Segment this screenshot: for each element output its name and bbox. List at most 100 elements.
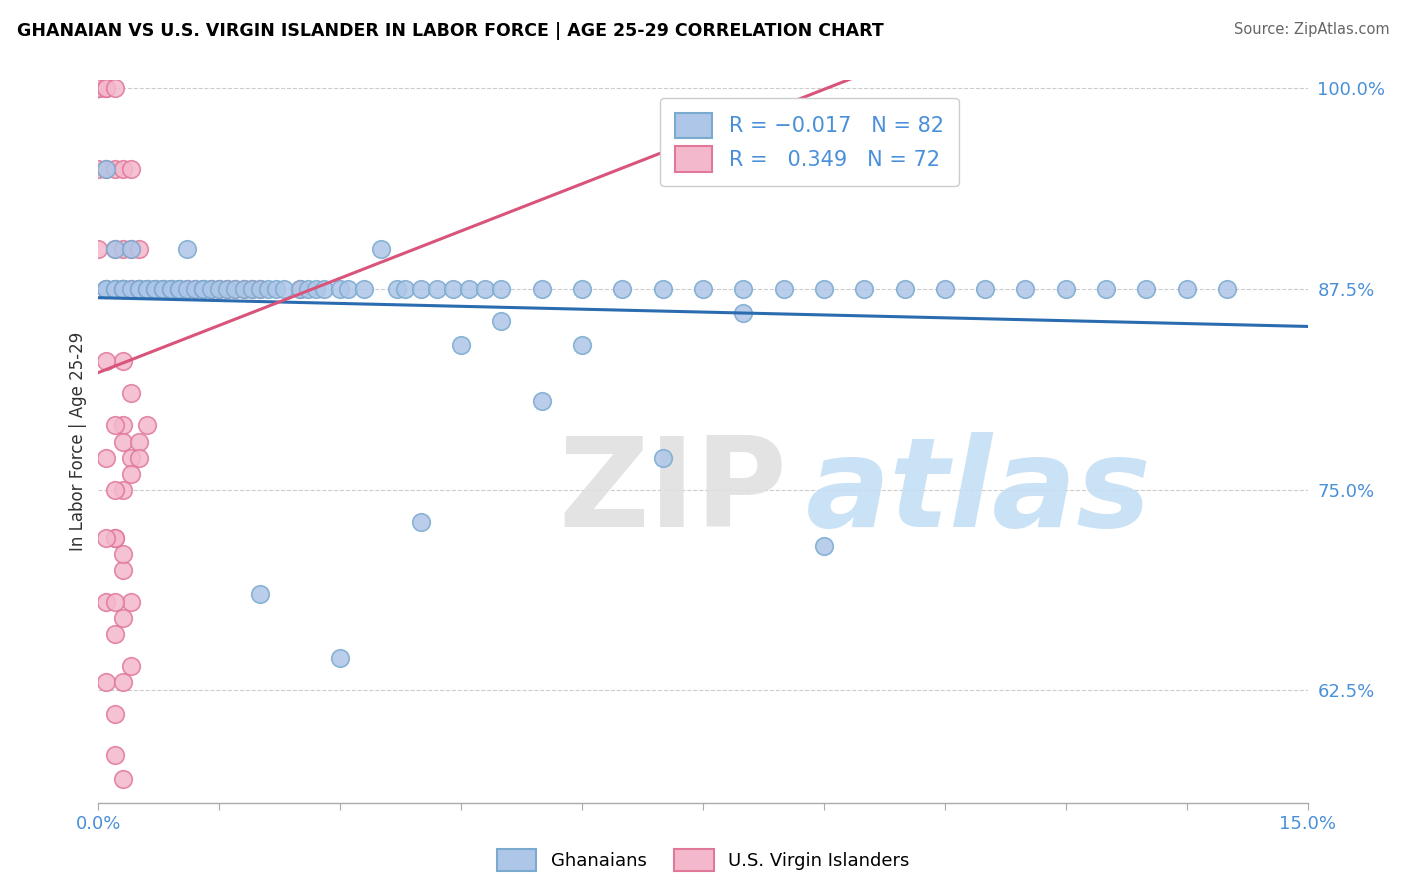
Point [297,282,319,296]
Point [692,282,714,296]
Point [208,282,231,296]
Point [385,282,408,296]
Point [651,282,673,296]
Point [143,282,166,296]
Point [491,282,513,296]
Point [96,282,118,296]
Point [135,282,157,296]
Point [288,282,311,296]
Point [491,314,513,328]
Point [733,282,755,296]
Point [409,282,432,296]
Point [103,282,125,296]
Point [249,282,271,296]
Point [96,81,118,95]
Point [120,386,142,401]
Point [409,515,432,529]
Point [329,282,352,296]
Point [103,531,125,545]
Text: Source: ZipAtlas.com: Source: ZipAtlas.com [1233,22,1389,37]
Point [441,282,464,296]
Point [135,282,157,296]
Point [103,282,125,296]
Point [128,282,150,296]
Legend: R = −0.017   N = 82, R =   0.349   N = 72: R = −0.017 N = 82, R = 0.349 N = 72 [661,98,959,186]
Point [249,282,271,296]
Point [96,81,118,95]
Point [167,282,190,296]
Point [813,539,835,553]
Point [450,338,472,352]
Point [893,282,915,296]
Point [200,282,222,296]
Point [87,81,110,95]
Point [240,282,263,296]
Point [111,282,134,296]
Point [1135,282,1157,296]
Point [111,547,134,561]
Point [305,282,328,296]
Point [128,242,150,256]
Point [772,282,794,296]
Point [264,282,287,296]
Legend: Ghanaians, U.S. Virgin Islanders: Ghanaians, U.S. Virgin Islanders [489,842,917,879]
Point [143,282,166,296]
Point [128,282,150,296]
Point [152,282,174,296]
Point [530,282,553,296]
Text: GHANAIAN VS U.S. VIRGIN ISLANDER IN LABOR FORCE | AGE 25-29 CORRELATION CHART: GHANAIAN VS U.S. VIRGIN ISLANDER IN LABO… [17,22,883,40]
Point [370,242,392,256]
Point [120,282,142,296]
Point [193,282,215,296]
Point [394,282,416,296]
Point [120,242,142,256]
Point [1216,282,1239,296]
Point [232,282,254,296]
Point [152,282,174,296]
Point [103,242,125,256]
Point [651,450,673,465]
Point [224,282,246,296]
Point [87,81,110,95]
Point [103,531,125,545]
Point [103,747,125,762]
Point [853,282,876,296]
Point [96,675,118,690]
Point [96,282,118,296]
Point [103,483,125,497]
Point [111,418,134,433]
Point [208,282,231,296]
Point [273,282,295,296]
Point [103,627,125,641]
Point [111,434,134,449]
Point [111,282,134,296]
Point [128,282,150,296]
Point [120,242,142,256]
Point [176,242,198,256]
Point [128,450,150,465]
Point [193,282,215,296]
Point [87,81,110,95]
Point [152,282,174,296]
Point [135,418,157,433]
Point [103,707,125,722]
Point [184,282,207,296]
Point [813,282,835,296]
Point [120,595,142,609]
Point [176,282,198,296]
Point [96,595,118,609]
Point [176,282,198,296]
Point [96,161,118,176]
Point [120,659,142,673]
Point [217,282,239,296]
Point [143,282,166,296]
Point [160,282,183,296]
Point [1054,282,1077,296]
Point [571,282,593,296]
Point [314,282,336,296]
Point [87,161,110,176]
Point [120,467,142,481]
Point [200,282,222,296]
Point [111,611,134,625]
Point [1014,282,1036,296]
